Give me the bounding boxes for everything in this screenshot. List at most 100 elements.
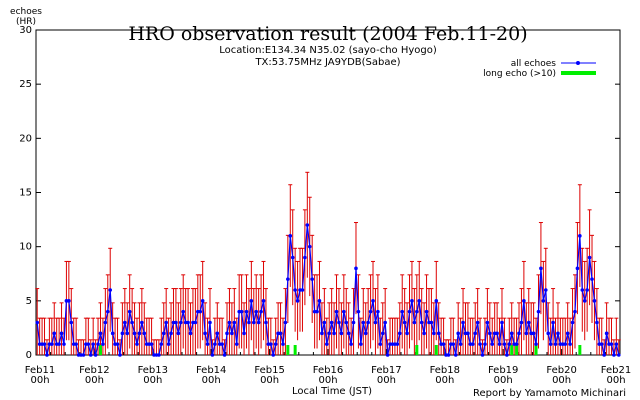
data-point: [166, 342, 171, 346]
x-tick-sublabel: 00h: [260, 375, 279, 386]
data-point: [174, 320, 178, 325]
data-point: [436, 331, 441, 336]
data-point: [395, 342, 400, 346]
y-tick-label: 15: [19, 188, 32, 199]
data-point: [432, 331, 436, 336]
data-point: [242, 331, 246, 336]
data-point: [264, 320, 268, 325]
data-point: [456, 331, 460, 336]
data-point: [434, 299, 439, 303]
data-point: [590, 277, 594, 281]
data-point: [415, 309, 419, 314]
data-point: [599, 342, 604, 346]
data-point: [334, 309, 339, 314]
data-point: [247, 320, 251, 325]
x-tick-label: Feb13: [138, 365, 168, 376]
y-tick-label: 30: [19, 25, 32, 36]
data-point: [157, 353, 161, 357]
data-point: [612, 353, 616, 357]
data-point: [159, 342, 164, 346]
long-echo-bar: [415, 345, 419, 355]
data-point: [342, 309, 346, 314]
data-point: [81, 353, 86, 357]
data-point: [322, 320, 327, 325]
data-point: [127, 309, 132, 314]
data-point: [488, 331, 492, 336]
data-point: [327, 331, 332, 336]
data-point: [461, 320, 465, 325]
data-point: [239, 309, 244, 314]
data-point: [405, 331, 409, 336]
data-point: [346, 331, 351, 336]
data-point: [595, 320, 599, 325]
data-point: [135, 342, 139, 346]
legend: all echoes long echo (>10): [483, 59, 596, 79]
data-point: [556, 331, 560, 336]
x-tick-label: Feb17: [371, 365, 401, 376]
data-point: [290, 255, 295, 260]
data-point: [505, 353, 509, 357]
data-point: [137, 331, 142, 336]
data-point: [368, 309, 373, 314]
x-tick-label: Feb18: [430, 365, 460, 376]
data-point: [339, 331, 344, 336]
data-point: [315, 309, 319, 314]
data-point: [193, 320, 198, 325]
data-point: [188, 331, 193, 336]
data-point: [320, 331, 324, 336]
data-point: [200, 299, 205, 303]
data-point: [446, 353, 451, 357]
data-point: [101, 342, 105, 346]
data-point: [417, 299, 422, 303]
data-point: [254, 309, 259, 314]
data-point: [580, 288, 585, 292]
long-echo-bars: [98, 345, 582, 355]
data-point: [517, 331, 521, 336]
data-point: [317, 299, 322, 303]
data-point: [480, 353, 485, 357]
data-point: [303, 255, 307, 260]
data-point: [278, 331, 283, 336]
x-tick-label: Feb21: [601, 365, 631, 376]
data-point: [295, 299, 300, 303]
data-point: [526, 320, 531, 325]
data-point: [361, 320, 366, 325]
long-echo-bar: [98, 345, 102, 355]
data-point: [378, 342, 383, 346]
data-point: [578, 234, 582, 238]
x-tick-sublabel: 00h: [377, 375, 396, 386]
data-point: [473, 331, 478, 336]
data-point: [271, 353, 276, 357]
data-point: [130, 320, 134, 325]
data-point: [273, 342, 278, 346]
data-point: [490, 342, 495, 346]
data-point: [96, 342, 100, 346]
data-point: [376, 309, 380, 314]
data-point: [230, 331, 234, 336]
legend-marker-all-echoes: [576, 61, 580, 65]
y-tick-label: 5: [26, 296, 32, 307]
data-point: [344, 320, 349, 325]
data-point: [536, 309, 541, 314]
data-point: [546, 331, 551, 336]
data-point: [324, 342, 329, 346]
data-point: [407, 309, 412, 314]
data-point: [213, 342, 217, 346]
data-point: [337, 320, 341, 325]
data-point: [495, 331, 499, 336]
data-point: [385, 353, 390, 357]
x-axis-ticks: Feb1100hFeb1200hFeb1300hFeb1400hFeb1500h…: [25, 349, 631, 386]
data-point: [244, 309, 249, 314]
x-tick-sublabel: 00h: [202, 375, 221, 386]
legend-label-long-echo: long echo (>10): [483, 69, 556, 79]
data-point: [410, 299, 414, 303]
data-point: [69, 320, 74, 325]
data-point: [400, 309, 405, 314]
data-point: [123, 320, 127, 325]
long-echo-bar: [534, 345, 538, 355]
data-point: [402, 320, 407, 325]
data-point: [359, 342, 363, 346]
data-point: [575, 266, 580, 271]
x-tick-sublabel: 00h: [606, 375, 625, 386]
data-point: [120, 331, 125, 336]
